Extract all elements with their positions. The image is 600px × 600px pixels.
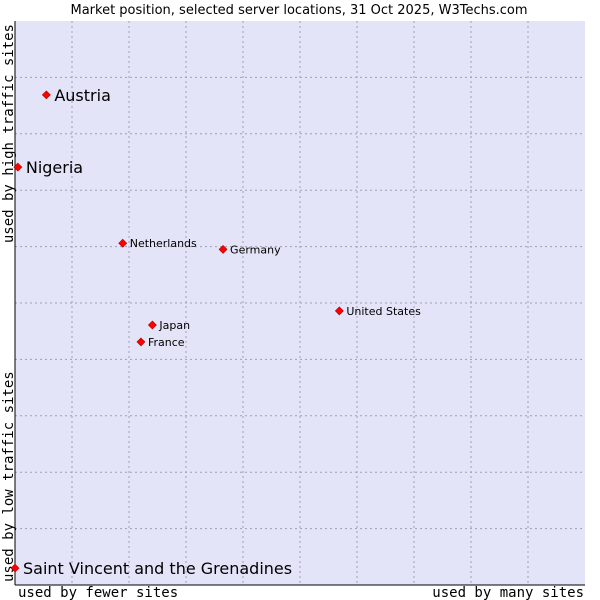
data-points: Austria Nigeria Netherlands Germany United S… xyxy=(10,86,421,578)
point-label: Austria xyxy=(54,86,111,105)
point-label: Nigeria xyxy=(26,158,83,177)
point-saint-vincent-and-the-grenadines: Saint Vincent and the Grenadines xyxy=(10,559,292,578)
point-label: Saint Vincent and the Grenadines xyxy=(23,559,292,578)
point-japan: Japan xyxy=(147,319,190,332)
point-germany: Germany xyxy=(218,243,281,256)
point-label: Germany xyxy=(230,243,281,256)
point-marker xyxy=(10,563,20,573)
point-netherlands: Netherlands xyxy=(118,237,197,250)
point-marker xyxy=(334,306,344,316)
gridlines xyxy=(15,21,585,585)
point-marker xyxy=(136,337,146,347)
x-axis-label-left: used by fewer sites xyxy=(18,585,178,600)
y-axis-label-top: used by high traffic sites xyxy=(1,24,17,243)
chart-title: Market position, selected server locatio… xyxy=(70,3,527,18)
point-marker xyxy=(147,320,157,330)
point-label: Japan xyxy=(158,319,190,332)
point-label: France xyxy=(148,336,185,349)
point-france: France xyxy=(136,336,185,349)
point-united-states: United States xyxy=(334,305,421,318)
point-austria: Austria xyxy=(41,86,111,105)
point-label: United States xyxy=(346,305,421,318)
point-marker xyxy=(218,244,228,254)
point-marker xyxy=(41,90,51,100)
point-nigeria: Nigeria xyxy=(13,158,83,177)
point-label: Netherlands xyxy=(130,237,197,250)
x-axis-label-right: used by many sites xyxy=(432,585,584,600)
point-marker xyxy=(13,162,23,172)
y-axis-label-bottom: used by low traffic sites xyxy=(1,371,17,582)
point-marker xyxy=(118,238,128,248)
